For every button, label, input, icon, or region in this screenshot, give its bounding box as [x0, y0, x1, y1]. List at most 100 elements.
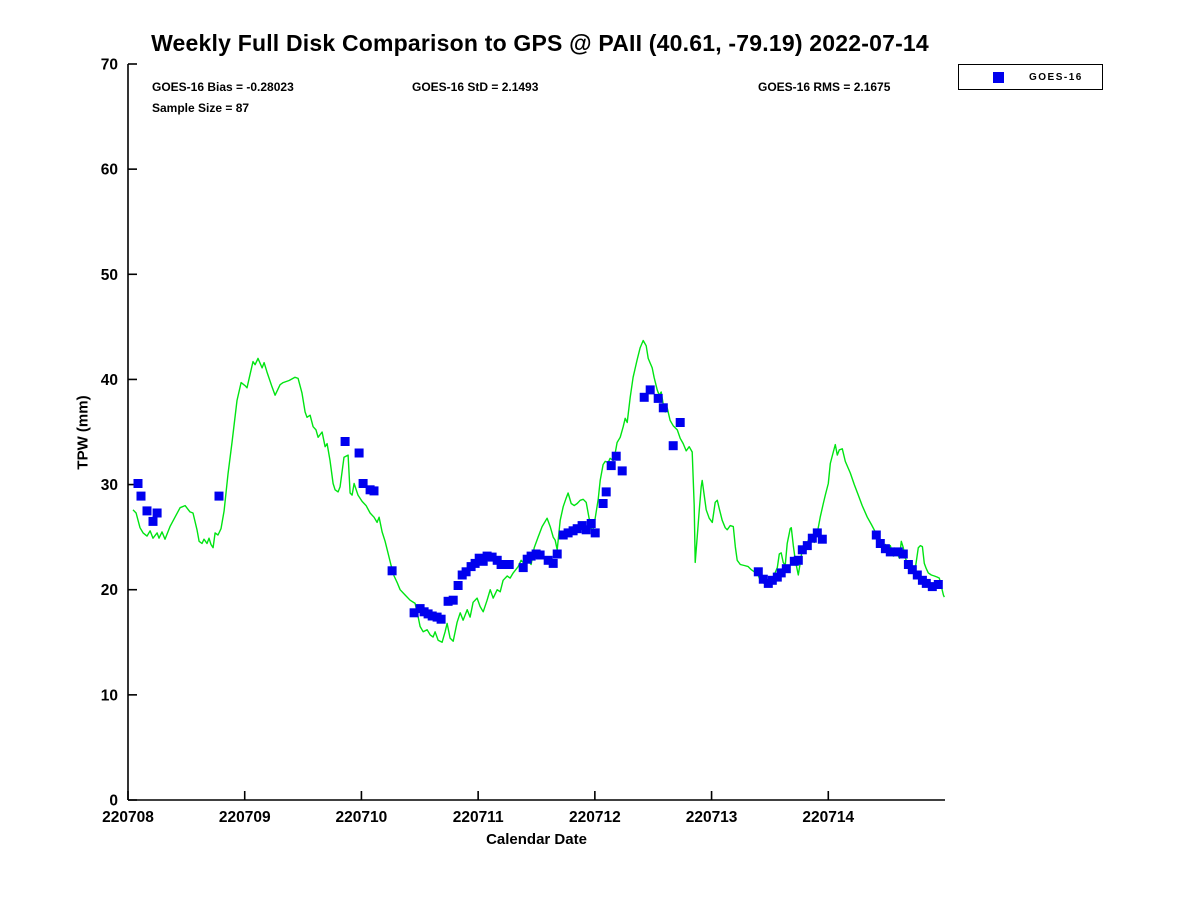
goes16-marker	[871, 530, 881, 540]
x-tick-label: 220714	[802, 809, 854, 826]
goes16-marker	[572, 524, 582, 534]
y-tick-label: 10	[101, 687, 118, 704]
goes16-marker	[933, 580, 943, 589]
gps-line-series	[132, 339, 945, 643]
goes16-marker	[558, 530, 568, 540]
chart-title: Weekly Full Disk Comparison to GPS @ PAI…	[151, 30, 929, 56]
goes16-marker	[927, 582, 937, 592]
stat-std: GOES-16 StD = 2.1493	[412, 80, 539, 94]
goes16-marker	[369, 486, 379, 496]
stat-bias: GOES-16 Bias = -0.28023	[152, 80, 294, 94]
goes16-marker	[409, 608, 419, 618]
goes16-marker	[601, 487, 611, 497]
x-tick-label: 220709	[219, 809, 271, 826]
goes16-marker	[443, 596, 453, 606]
goes16-marker-swatch	[993, 71, 1004, 83]
goes16-marker	[639, 392, 649, 402]
x-axis-label: Calendar Date	[486, 831, 587, 848]
goes16-marker	[152, 508, 162, 518]
y-tick-label: 20	[101, 582, 118, 599]
x-tick-label: 220708	[102, 809, 154, 826]
goes16-marker	[453, 581, 463, 590]
y-tick-label: 50	[101, 267, 118, 284]
goes16-marker	[753, 567, 763, 577]
goes16-marker	[436, 614, 446, 624]
goes16-marker	[893, 547, 903, 557]
goes16-marker	[387, 566, 397, 576]
legend-box[interactable]: GOES-16	[958, 64, 1103, 90]
y-axis-label: TPW (mm)	[74, 395, 92, 470]
y-tick-label: 40	[101, 372, 118, 389]
x-tick-label: 220712	[569, 809, 621, 826]
goes16-marker	[675, 418, 685, 427]
x-tick-label: 220710	[336, 809, 388, 826]
goes16-marker	[448, 595, 458, 605]
stat-rms: GOES-16 RMS = 2.1675	[758, 80, 891, 94]
goes16-marker	[526, 551, 536, 561]
goes16-marker	[340, 437, 350, 446]
goes16-marker	[668, 441, 678, 451]
tick-labels: 0 10 20 30 40 50 60 70 220708 220709 220710 220711 2…	[101, 57, 855, 827]
goes16-marker	[354, 448, 364, 458]
goes16-marker	[598, 499, 608, 508]
y-tick-label: 60	[101, 162, 118, 179]
y-tick-label: 0	[109, 793, 118, 810]
goes16-marker	[535, 550, 545, 560]
goes16-scatter-series	[133, 385, 943, 624]
goes16-marker	[611, 451, 621, 461]
goes16-marker	[563, 528, 573, 538]
goes16-marker	[658, 403, 668, 413]
goes16-marker	[903, 560, 913, 569]
goes16-marker	[793, 555, 803, 565]
x-tick-label: 220713	[686, 809, 738, 826]
goes16-marker	[817, 534, 827, 544]
goes16-marker	[133, 479, 143, 488]
x-tick-label: 220711	[453, 809, 504, 826]
goes16-marker	[880, 544, 890, 554]
goes16-marker	[617, 466, 627, 476]
stat-sample-size: Sample Size = 87	[152, 101, 250, 115]
tick-marks	[127, 63, 830, 801]
goes16-marker	[776, 568, 786, 578]
goes16-marker	[427, 611, 437, 621]
goes16-marker	[645, 385, 655, 395]
goes16-marker	[767, 575, 777, 585]
goes16-marker	[482, 551, 492, 561]
y-tick-label: 70	[101, 57, 118, 74]
goes16-marker	[590, 528, 600, 538]
goes16-marker	[214, 491, 224, 501]
goes16-marker	[148, 516, 158, 526]
goes16-marker	[543, 555, 553, 565]
goes16-marker	[875, 539, 885, 548]
legend-label-goes16: GOES-16	[1029, 71, 1083, 83]
goes16-marker	[504, 560, 514, 569]
goes16-marker	[921, 578, 931, 588]
goes16-marker	[461, 567, 471, 577]
goes16-marker	[581, 525, 591, 535]
axes	[127, 64, 945, 801]
goes16-marker	[470, 558, 480, 568]
goes16-marker	[802, 541, 812, 551]
goes16-marker	[142, 506, 152, 516]
goes16-marker	[758, 574, 768, 584]
goes16-marker	[885, 547, 895, 557]
goes16-marker	[136, 491, 146, 501]
goes16-marker	[912, 570, 922, 580]
goes16-marker	[781, 564, 791, 574]
goes16-marker	[807, 533, 817, 543]
goes16-marker	[548, 558, 558, 568]
goes16-marker	[907, 565, 917, 575]
goes16-marker	[496, 560, 506, 569]
gps-line	[132, 339, 945, 643]
goes16-marker	[653, 393, 663, 403]
goes16-marker	[552, 549, 562, 559]
goes16-marker	[518, 563, 528, 573]
y-tick-label: 30	[101, 477, 118, 494]
goes16-marker	[606, 461, 616, 471]
goes16-marker	[898, 549, 908, 559]
goes16-marker	[358, 479, 368, 488]
goes16-marker	[812, 528, 822, 538]
goes16-marker	[586, 519, 596, 528]
